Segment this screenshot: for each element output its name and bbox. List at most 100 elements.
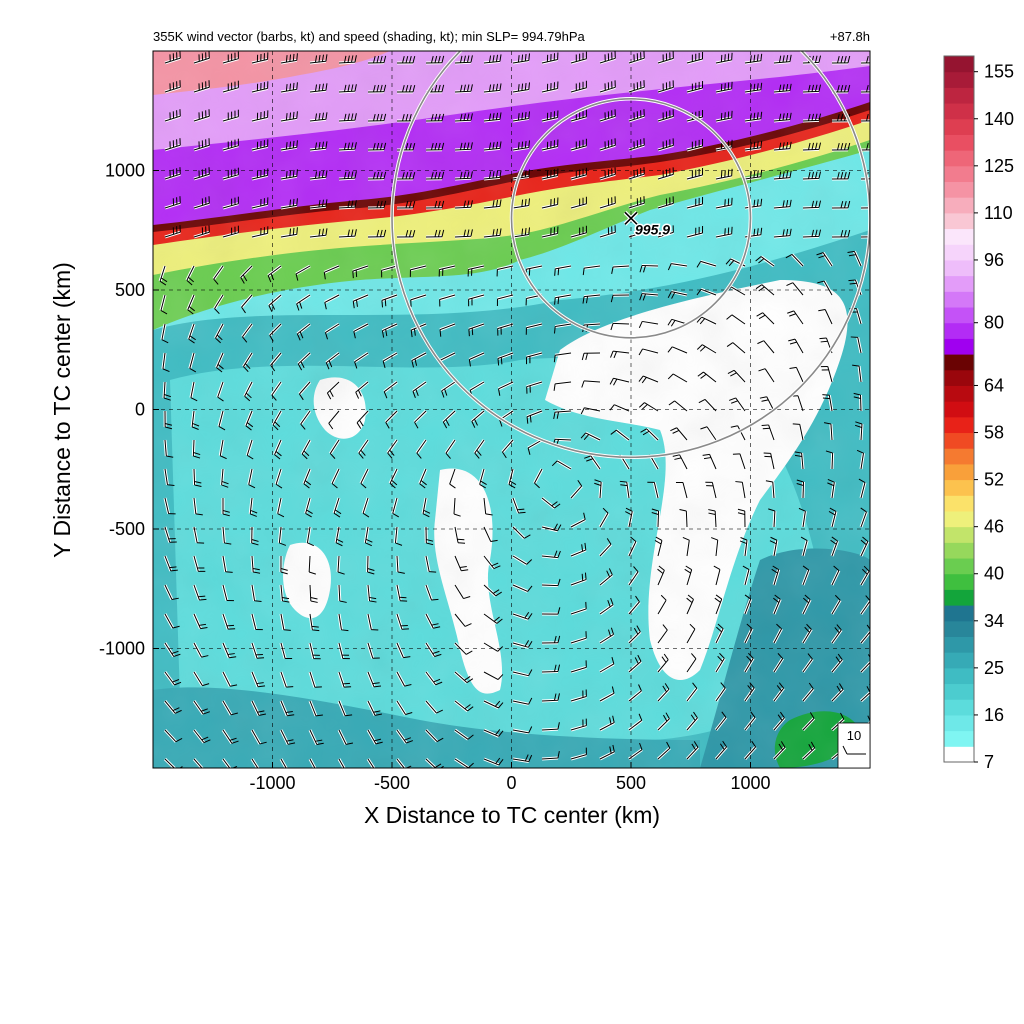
wind-barb-shaft: [686, 746, 699, 760]
wind-barb-shaft: [541, 88, 558, 93]
wind-barb-shaft: [367, 613, 372, 630]
wind-barb-shaft: [527, 439, 543, 449]
wind-barb-flag: [873, 143, 875, 150]
wind-barb: [307, 555, 316, 575]
wind-barb-flag: [815, 55, 818, 63]
colorbar-frame: [943, 55, 975, 763]
wind-barb-flag: [495, 112, 499, 120]
wind-barb-flag: [434, 84, 438, 92]
wind-barb-flag: [758, 314, 766, 320]
wind-barb: [250, 700, 266, 717]
wind-barb-flag: [292, 82, 295, 90]
wind-barb: [628, 51, 645, 65]
wind-barb-shaft: [328, 410, 340, 424]
tc-min-slp-label: 995.9: [635, 221, 670, 237]
wind-barb: [858, 478, 867, 499]
wind-barb-shaft: [305, 497, 311, 514]
wind-barb-flag: [405, 765, 412, 768]
wind-barb-flag: [402, 85, 405, 93]
wind-barb-shaft: [715, 628, 724, 644]
wind-barb: [742, 565, 751, 586]
wind-barb-flag: [354, 113, 357, 121]
wind-barb-shaft: [685, 510, 688, 528]
wind-barb-flag: [867, 654, 870, 659]
wind-barb: [221, 700, 238, 716]
wind-barb-flag: [216, 334, 223, 341]
wind-barb-shaft: [628, 57, 645, 64]
wind-barb-flag: [760, 198, 763, 206]
wind-barb-flag: [405, 114, 409, 122]
wind-barb-flag: [827, 478, 835, 483]
wind-barb: [599, 80, 616, 94]
wind-barb-flag: [175, 709, 182, 714]
wind-barb-flag: [409, 85, 412, 93]
wind-barb-shaft: [309, 60, 326, 64]
wind-barb-flag: [553, 550, 558, 558]
wind-barb-flag: [713, 565, 721, 570]
wind-barb-shaft: [773, 177, 790, 180]
wind-barb-flag: [214, 308, 220, 315]
wind-barb-flag: [314, 84, 318, 92]
wind-barb-shaft: [860, 482, 866, 499]
wind-barb-shaft: [599, 57, 616, 64]
wind-barb-flag: [815, 171, 818, 179]
wind-barb-shaft: [657, 688, 670, 702]
wind-barb-shaft: [483, 700, 499, 709]
wind-barb-flag: [557, 268, 560, 276]
wind-barb: [424, 613, 441, 629]
wind-barb-flag: [171, 597, 179, 600]
wind-barb-flag: [493, 616, 500, 622]
wind-barb-flag: [553, 693, 557, 701]
wind-barb-flag: [862, 536, 869, 542]
wind-barb: [773, 141, 792, 152]
wind-barb-flag: [753, 83, 756, 91]
wind-barb-shaft: [657, 202, 674, 209]
wind-barb-flag: [553, 326, 556, 334]
wind-barb: [483, 141, 502, 152]
wind-barb-shaft: [628, 231, 645, 238]
wind-barb-shaft: [338, 61, 356, 64]
wind-barb: [454, 171, 473, 181]
wind-barb-flag: [231, 740, 239, 744]
wind-barb-shaft: [526, 352, 543, 358]
wind-barb: [381, 293, 398, 308]
wind-barb-flag: [374, 738, 382, 742]
wind-barb: [638, 319, 659, 329]
wind-barb-shaft: [309, 584, 312, 602]
wind-barb-flag: [689, 623, 696, 630]
wind-barb-shaft: [831, 659, 843, 673]
wind-barb-shaft: [190, 381, 195, 398]
wind-barb-flag: [299, 393, 304, 401]
wind-barb-shaft: [744, 176, 761, 180]
wind-barb-flag: [808, 171, 811, 179]
wind-barb: [667, 345, 688, 355]
wind-barb: [395, 700, 413, 716]
wind-barb: [610, 321, 630, 331]
wind-barb-shaft: [425, 671, 437, 686]
wind-barb-flag: [350, 200, 354, 208]
wind-barb-flag: [610, 295, 614, 303]
wind-barb-flag: [837, 56, 840, 64]
wind-barb-shaft: [628, 144, 645, 151]
wind-barb-flag: [463, 596, 471, 600]
wind-barb-flag: [282, 600, 290, 603]
wind-barb-shaft: [502, 439, 514, 453]
wind-barb-flag: [760, 227, 763, 235]
wind-barb-flag: [499, 83, 502, 91]
wind-barb: [482, 555, 501, 570]
wind-barb-flag: [344, 113, 347, 121]
wind-barb: [628, 225, 645, 239]
wind-barb: [656, 741, 671, 761]
wind-barb-flag: [726, 314, 733, 320]
wind-barb-flag: [526, 416, 529, 424]
wind-barb-flag: [286, 739, 294, 742]
wind-barb-flag: [463, 55, 466, 63]
wind-barb-shaft: [213, 265, 224, 280]
wind-barb: [525, 264, 543, 277]
wind-barb: [656, 653, 670, 673]
colorbar-swatch: [944, 181, 974, 198]
wind-barb: [329, 439, 341, 459]
wind-barb: [338, 113, 357, 123]
wind-barb: [221, 555, 233, 573]
wind-barb: [193, 167, 210, 181]
